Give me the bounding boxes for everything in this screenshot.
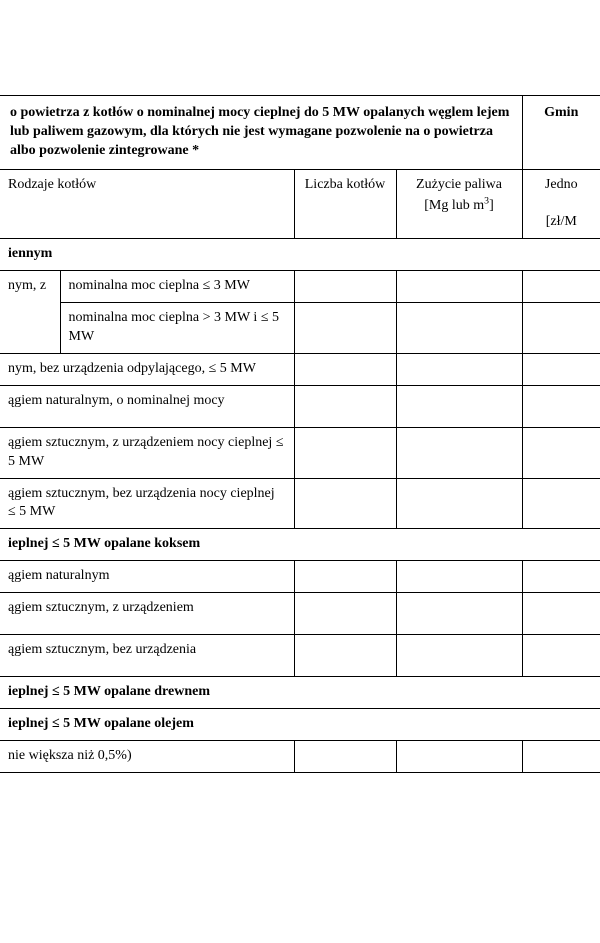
row-k1: ągiem naturalnym xyxy=(0,561,294,593)
section-1: iennym xyxy=(0,239,600,271)
cell-blank xyxy=(294,303,396,354)
cell-blank xyxy=(294,561,396,593)
row-2: nym, bez urządzenia odpylającego, ≤ 5 MW xyxy=(0,353,294,385)
cell-blank xyxy=(522,478,600,529)
cell-blank xyxy=(294,740,396,772)
cell-blank xyxy=(396,478,522,529)
cell-blank xyxy=(294,478,396,529)
cell-blank xyxy=(396,635,522,677)
row-k3: ągiem sztucznym, bez urządzenia xyxy=(0,635,294,677)
cell-blank xyxy=(396,593,522,635)
cell-blank xyxy=(522,303,600,354)
row-1b: nominalna moc cieplna > 3 MW i ≤ 5 MW xyxy=(60,303,294,354)
row-5: ągiem sztucznym, bez urządzenia nocy cie… xyxy=(0,478,294,529)
cell-blank xyxy=(294,427,396,478)
row-4: ągiem sztucznym, z urządzeniem nocy ciep… xyxy=(0,427,294,478)
row-o1: nie większa niż 0,5%) xyxy=(0,740,294,772)
cell-blank xyxy=(294,271,396,303)
cell-blank xyxy=(522,635,600,677)
col-fuel: Zużycie paliwa [Mg lub m3] xyxy=(396,169,522,239)
cell-blank xyxy=(396,303,522,354)
cell-blank xyxy=(522,561,600,593)
section-3: ieplnej ≤ 5 MW opalane drewnem xyxy=(0,677,600,709)
cell-blank xyxy=(396,427,522,478)
row-1-label: nym, z xyxy=(0,271,60,354)
cell-blank xyxy=(522,740,600,772)
emissions-table: o powietrza z kotłów o nominalnej mocy c… xyxy=(0,95,600,773)
cell-blank xyxy=(294,635,396,677)
cell-blank xyxy=(396,271,522,303)
cell-blank xyxy=(522,353,600,385)
cell-blank xyxy=(522,427,600,478)
section-4: ieplnej ≤ 5 MW opalane olejem xyxy=(0,709,600,741)
col-types: Rodzaje kotłów xyxy=(0,169,294,239)
cell-blank xyxy=(396,353,522,385)
col-count: Liczba kotłów xyxy=(294,169,396,239)
cell-blank xyxy=(294,593,396,635)
cell-blank xyxy=(522,593,600,635)
col-unit: Jedno [zł/M xyxy=(522,169,600,239)
row-3: ągiem naturalnym, o nominalnej mocy xyxy=(0,385,294,427)
cell-blank xyxy=(294,353,396,385)
header-title: o powietrza z kotłów o nominalnej mocy c… xyxy=(0,96,522,170)
cell-blank xyxy=(396,561,522,593)
row-1a: nominalna moc cieplna ≤ 3 MW xyxy=(60,271,294,303)
cell-blank xyxy=(522,385,600,427)
row-k2: ągiem sztucznym, z urządzeniem xyxy=(0,593,294,635)
cell-blank xyxy=(396,740,522,772)
cell-blank xyxy=(396,385,522,427)
header-gmina: Gmin xyxy=(522,96,600,170)
section-2: ieplnej ≤ 5 MW opalane koksem xyxy=(0,529,600,561)
cell-blank xyxy=(522,271,600,303)
cell-blank xyxy=(294,385,396,427)
